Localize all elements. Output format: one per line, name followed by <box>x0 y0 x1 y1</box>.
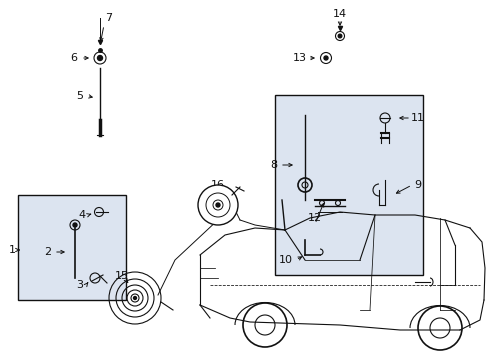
Text: 6: 6 <box>70 53 77 63</box>
Circle shape <box>73 223 77 227</box>
Text: 7: 7 <box>105 13 112 23</box>
Text: 1: 1 <box>8 245 16 255</box>
Circle shape <box>198 185 238 225</box>
Bar <box>18 195 126 300</box>
Text: 10: 10 <box>279 255 292 265</box>
Text: 2: 2 <box>44 247 51 257</box>
Bar <box>274 95 422 275</box>
Circle shape <box>133 297 136 300</box>
Text: 5: 5 <box>76 91 83 101</box>
Text: 9: 9 <box>414 180 421 190</box>
Circle shape <box>338 34 341 38</box>
Text: 11: 11 <box>410 113 424 123</box>
Circle shape <box>97 55 102 60</box>
Text: 15: 15 <box>115 271 129 281</box>
Circle shape <box>324 56 327 60</box>
Text: 12: 12 <box>307 213 322 223</box>
Text: 14: 14 <box>332 9 346 19</box>
Text: 8: 8 <box>270 160 277 170</box>
Text: 4: 4 <box>78 210 85 220</box>
Text: 3: 3 <box>76 280 83 290</box>
Circle shape <box>216 203 220 207</box>
Text: 16: 16 <box>210 180 224 190</box>
Text: 13: 13 <box>292 53 306 63</box>
